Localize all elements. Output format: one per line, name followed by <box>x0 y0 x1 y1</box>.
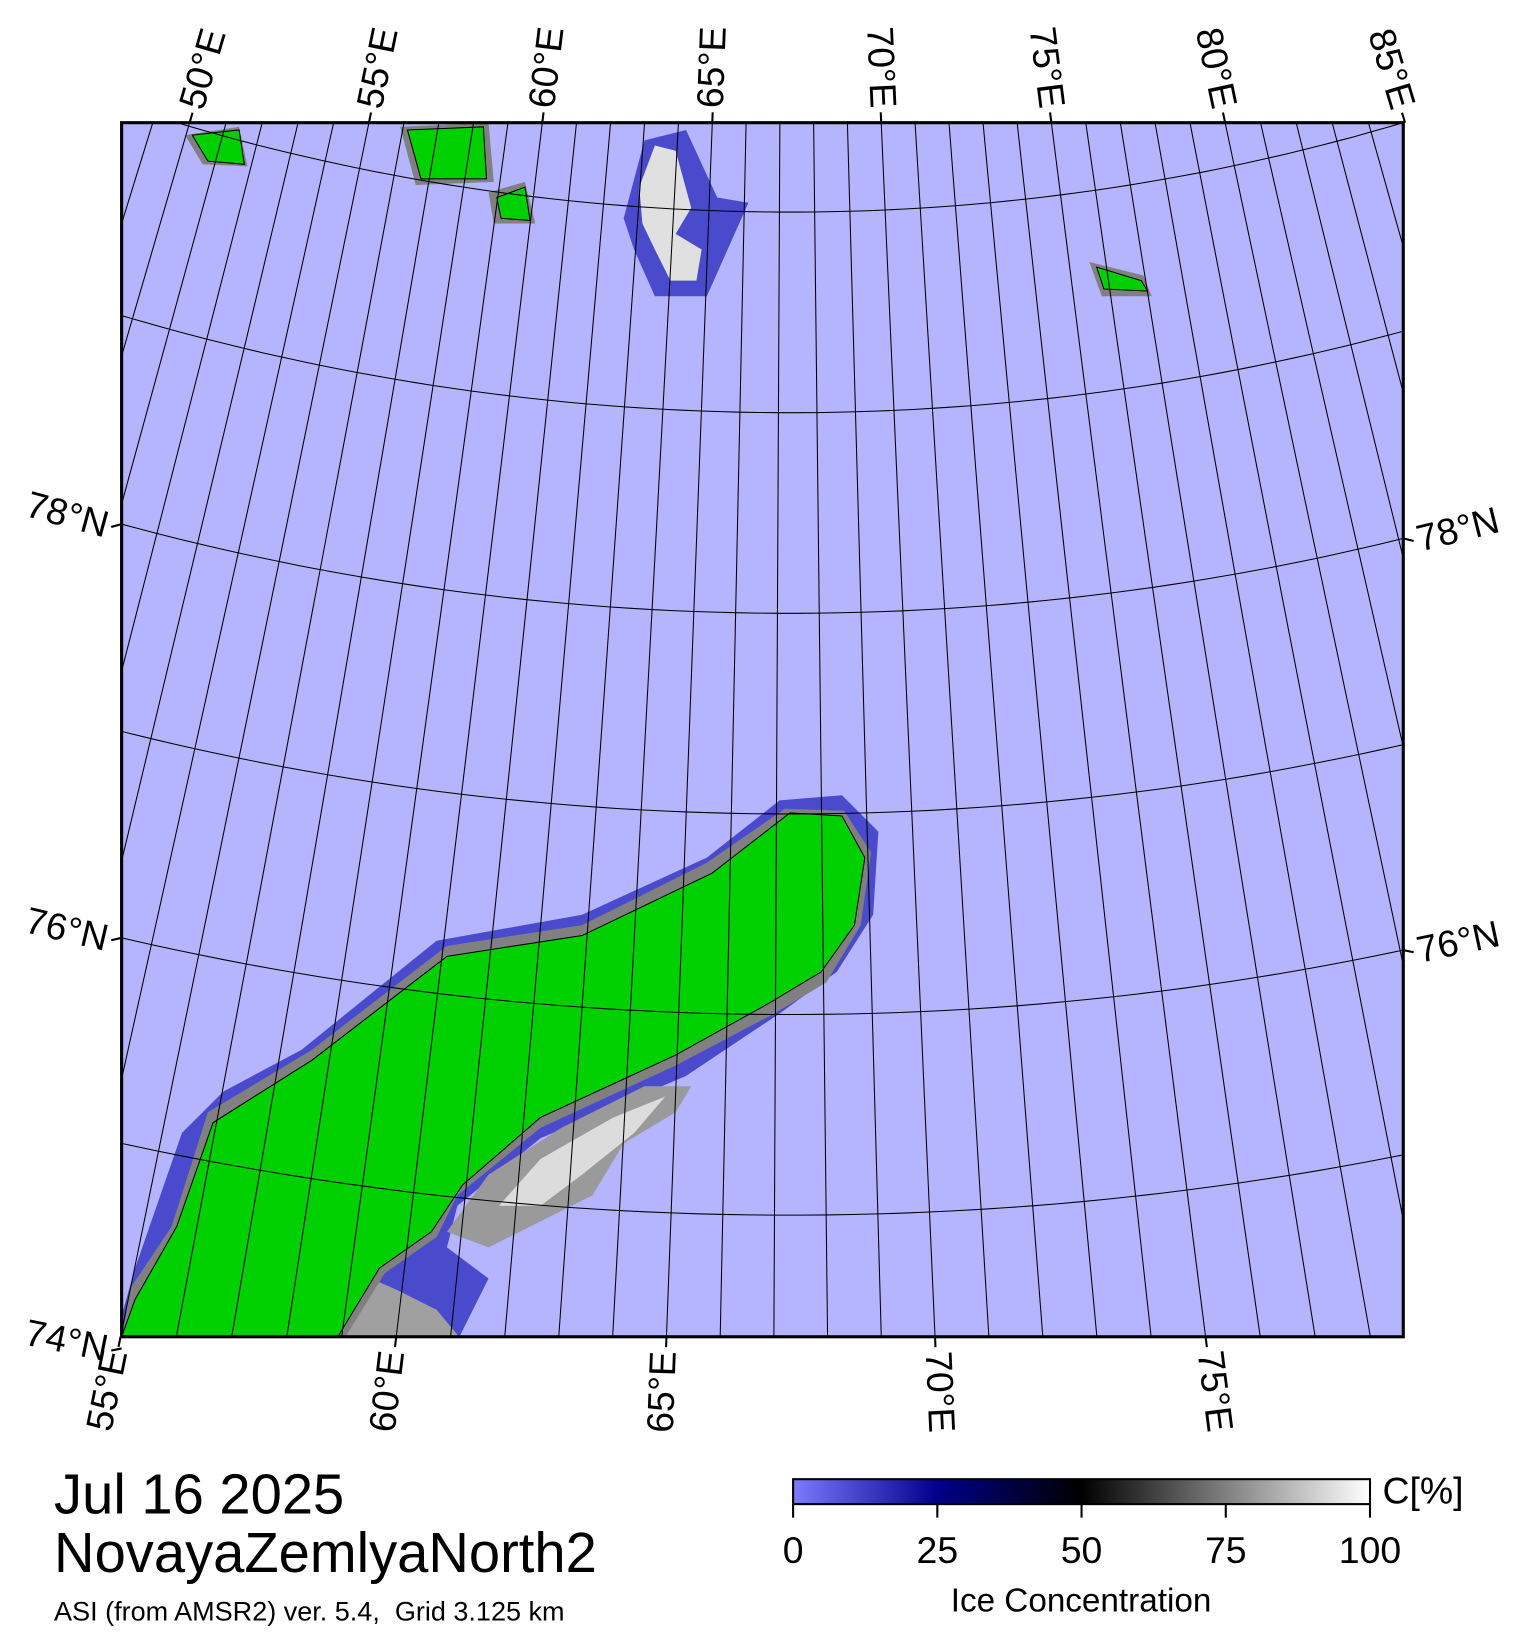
lon-tick <box>188 112 194 123</box>
parallel <box>121 523 1404 614</box>
lat-label: 78°N <box>1412 499 1503 560</box>
meridian <box>1498 0 1528 1373</box>
meridian <box>0 0 64 1360</box>
meridian <box>1408 0 1528 1432</box>
lon-label: 55°E <box>348 24 405 112</box>
meridian <box>982 122 1098 1337</box>
lon-label: 60°E <box>520 24 571 110</box>
colorbar-tick-label: 100 <box>1339 1529 1401 1571</box>
parallel <box>121 937 1404 1016</box>
meridian <box>121 122 335 1082</box>
meridian <box>1295 122 1404 561</box>
meridian <box>121 122 227 506</box>
meridian <box>121 122 299 864</box>
lon-tick <box>541 112 545 123</box>
meridian <box>0 0 34 1338</box>
meridian <box>1016 122 1152 1337</box>
date: Jul 16 2025 <box>54 1463 344 1526</box>
lon-label: 75°E <box>1190 1348 1242 1434</box>
colorbar-tick-label: 75 <box>1205 1529 1247 1571</box>
colorbar-unit: C[%] <box>1382 1470 1463 1512</box>
lon-tick <box>1049 112 1053 123</box>
meridian <box>395 122 543 1337</box>
meridian <box>1085 122 1261 1337</box>
meridian <box>1469 0 1528 1394</box>
meridian <box>0 0 5 1315</box>
parallel <box>175 122 1404 213</box>
parallel <box>121 1142 1404 1216</box>
lat-label: 76°N <box>1413 912 1503 970</box>
meridian <box>612 122 679 1337</box>
lat-tick <box>1403 949 1414 954</box>
meridian <box>121 122 370 1335</box>
region-title: NovayaZemlyaNorth2 <box>54 1521 597 1584</box>
colorbar: C[%] Ice Concentration 0 25 50 75 100 <box>783 1470 1464 1620</box>
lon-tick <box>1221 112 1227 123</box>
lon-label: 80°E <box>1188 24 1246 112</box>
meridian <box>1050 122 1207 1337</box>
lon-label: 70°E <box>918 1350 964 1433</box>
meridian <box>914 122 990 1337</box>
lon-label: 75°E <box>1022 24 1074 110</box>
lat-tick <box>110 936 122 942</box>
colorbar-tick-label: 25 <box>917 1529 959 1571</box>
lon-label: 50°E <box>171 24 234 114</box>
lon-label: 85°E <box>1360 24 1424 114</box>
colorbar-bar <box>792 1478 1372 1506</box>
meridian <box>1154 122 1371 1337</box>
meridian <box>175 122 405 1337</box>
meridian <box>948 122 1044 1337</box>
source: ASI (from AMSR2) ver. 5.4, Grid 3.125 km <box>54 1596 564 1626</box>
lat-tick <box>111 1347 122 1352</box>
parallel <box>121 730 1404 815</box>
lon-tick <box>367 112 373 123</box>
meridian <box>121 122 191 358</box>
lon-label: 70°E <box>859 26 905 109</box>
lon-tick <box>1204 1336 1208 1348</box>
meridian <box>450 122 578 1337</box>
lon-label: 65°E <box>689 26 734 109</box>
meridian <box>231 122 440 1337</box>
meridian <box>121 122 263 674</box>
meridian <box>286 122 475 1337</box>
parallel <box>0 0 1528 11</box>
meridian <box>1439 0 1528 1414</box>
lon-label: 65°E <box>639 1350 684 1433</box>
meridian <box>341 122 509 1337</box>
meridian <box>1119 122 1316 1337</box>
meridian <box>1224 122 1404 968</box>
lat-label: 74°N <box>22 1311 112 1369</box>
meridian <box>0 0 93 1381</box>
colorbar-tick-label: 50 <box>1061 1529 1103 1571</box>
lon-label: 60°E <box>361 1348 412 1434</box>
lon-tick <box>393 1336 398 1348</box>
lat-tick <box>1403 537 1414 543</box>
map-frame <box>120 121 1405 1339</box>
meridian <box>846 122 882 1337</box>
meridian <box>121 122 154 226</box>
meridian <box>813 122 829 1337</box>
meridian <box>1367 122 1404 249</box>
parallel <box>121 315 1404 414</box>
meridian <box>665 122 713 1337</box>
meridian <box>0 0 123 1402</box>
meridian <box>719 122 747 1337</box>
colorbar-tick-label: 0 <box>783 1529 804 1571</box>
meridian <box>773 122 781 1337</box>
lon-tick <box>117 1336 122 1348</box>
meridian <box>1189 122 1404 1223</box>
lon-tick <box>1401 112 1407 123</box>
lat-tick <box>110 523 122 528</box>
colorbar-label: Ice Concentration <box>951 1583 1212 1620</box>
lat-label: 76°N <box>22 899 113 959</box>
meridian <box>1331 122 1404 395</box>
meridian <box>558 122 646 1337</box>
lat-label: 78°N <box>22 483 114 545</box>
meridian <box>880 122 936 1337</box>
